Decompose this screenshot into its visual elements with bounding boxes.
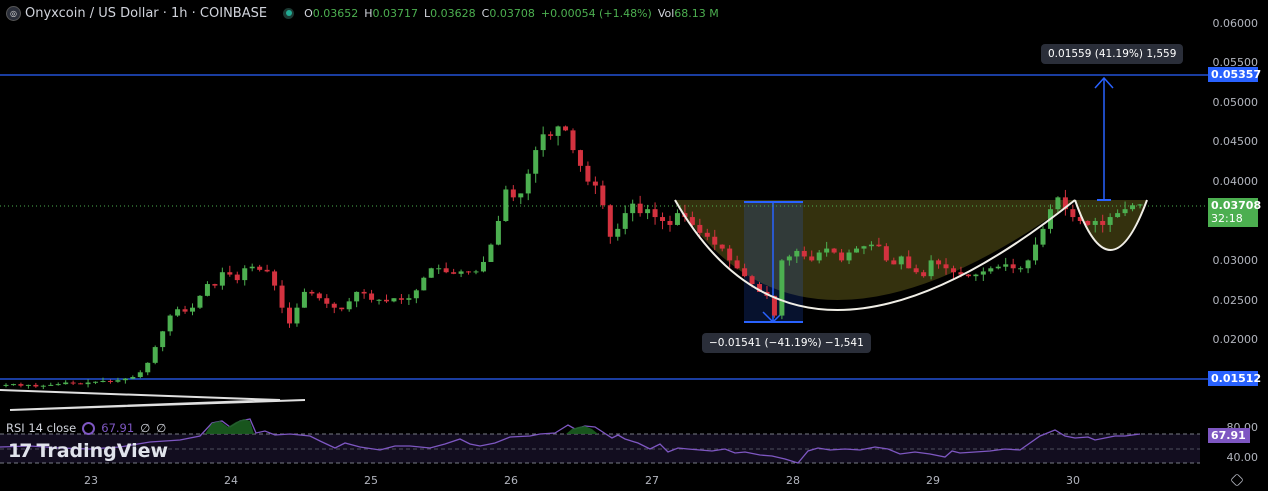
lower-measure-tooltip: −0.01541 (−41.19%) −1,541 — [702, 333, 871, 353]
rsi-extra-2: ∅ — [156, 421, 167, 435]
current-price-tag: 0.03708 32:18 — [1208, 198, 1262, 227]
time-label: 28 — [786, 474, 800, 487]
price-label: 0.03000 — [1212, 254, 1259, 267]
rsi-loading-icon — [82, 421, 96, 435]
time-label: 30 — [1066, 474, 1080, 487]
target-price-tag[interactable]: 0.05357 — [1208, 67, 1261, 82]
tradingview-wordmark: TradingView — [36, 440, 169, 462]
price-label: 0.02500 — [1212, 294, 1259, 307]
symbol-title[interactable]: Onyxcoin / US Dollar · 1h · COINBASE — [25, 5, 268, 21]
rsi-overbought-fill-2 — [566, 426, 598, 434]
price-label: 0.04500 — [1212, 135, 1259, 148]
time-label: 29 — [926, 474, 940, 487]
rsi-line — [0, 418, 1141, 464]
rsi-legend[interactable]: RSI 14 close 67.91 ∅ ∅ — [6, 421, 166, 435]
current-price: 0.03708 — [1211, 199, 1262, 212]
time-label: 26 — [504, 474, 518, 487]
price-label: 0.04000 — [1212, 175, 1259, 188]
rsi-band — [0, 434, 1200, 463]
handle-curve — [1074, 199, 1148, 251]
tradingview-mark-icon: 17 — [8, 440, 32, 462]
rsi-extra-1: ∅ — [140, 421, 151, 435]
rsi-overbought-fill — [205, 419, 254, 434]
onyxcoin-logo-icon: ◎ — [6, 5, 21, 21]
upper-measure-tooltip: 0.01559 (41.19%) 1,559 — [1041, 44, 1184, 64]
ohlc-change: +0.00054 (+1.48%) — [540, 6, 652, 20]
rsi-label: 40.00 — [1226, 451, 1259, 464]
time-label: 25 — [364, 474, 378, 487]
rsi-title: RSI 14 close — [6, 421, 77, 435]
tradingview-logo[interactable]: 17 TradingView — [8, 440, 168, 462]
candles — [3, 125, 1143, 390]
triangle-pattern — [0, 389, 306, 411]
price-label: 0.05500 — [1212, 56, 1259, 69]
ohlc-volume: Vol68.13 M — [657, 6, 719, 20]
ohlc-open: O0.03652 — [304, 6, 359, 20]
rsi-value: 67.91 — [101, 421, 135, 435]
symbol-header: ◎ Onyxcoin / US Dollar · 1h · COINBASE O… — [6, 4, 719, 22]
ohlc-close: C0.03708 — [481, 6, 535, 20]
cup-fill — [675, 200, 1075, 300]
time-label: 23 — [84, 474, 98, 487]
market-status-icon — [283, 7, 295, 19]
time-label: 27 — [645, 474, 659, 487]
ohlc-high: H0.03717 — [364, 6, 419, 20]
ohlc-values: O0.03652 H0.03717 L0.03628 C0.03708 +0.0… — [304, 7, 719, 20]
cup-curve — [674, 199, 1076, 311]
rsi-value-tag: 67.91 — [1208, 428, 1250, 443]
ohlc-low: L0.03628 — [424, 6, 476, 20]
support-price-tag[interactable]: 0.01512 — [1208, 371, 1261, 386]
price-label: 0.05000 — [1212, 96, 1259, 109]
time-label: 24 — [224, 474, 238, 487]
bar-countdown: 32:18 — [1211, 212, 1243, 225]
price-label: 0.06000 — [1212, 17, 1259, 30]
price-label: 0.02000 — [1212, 333, 1259, 346]
